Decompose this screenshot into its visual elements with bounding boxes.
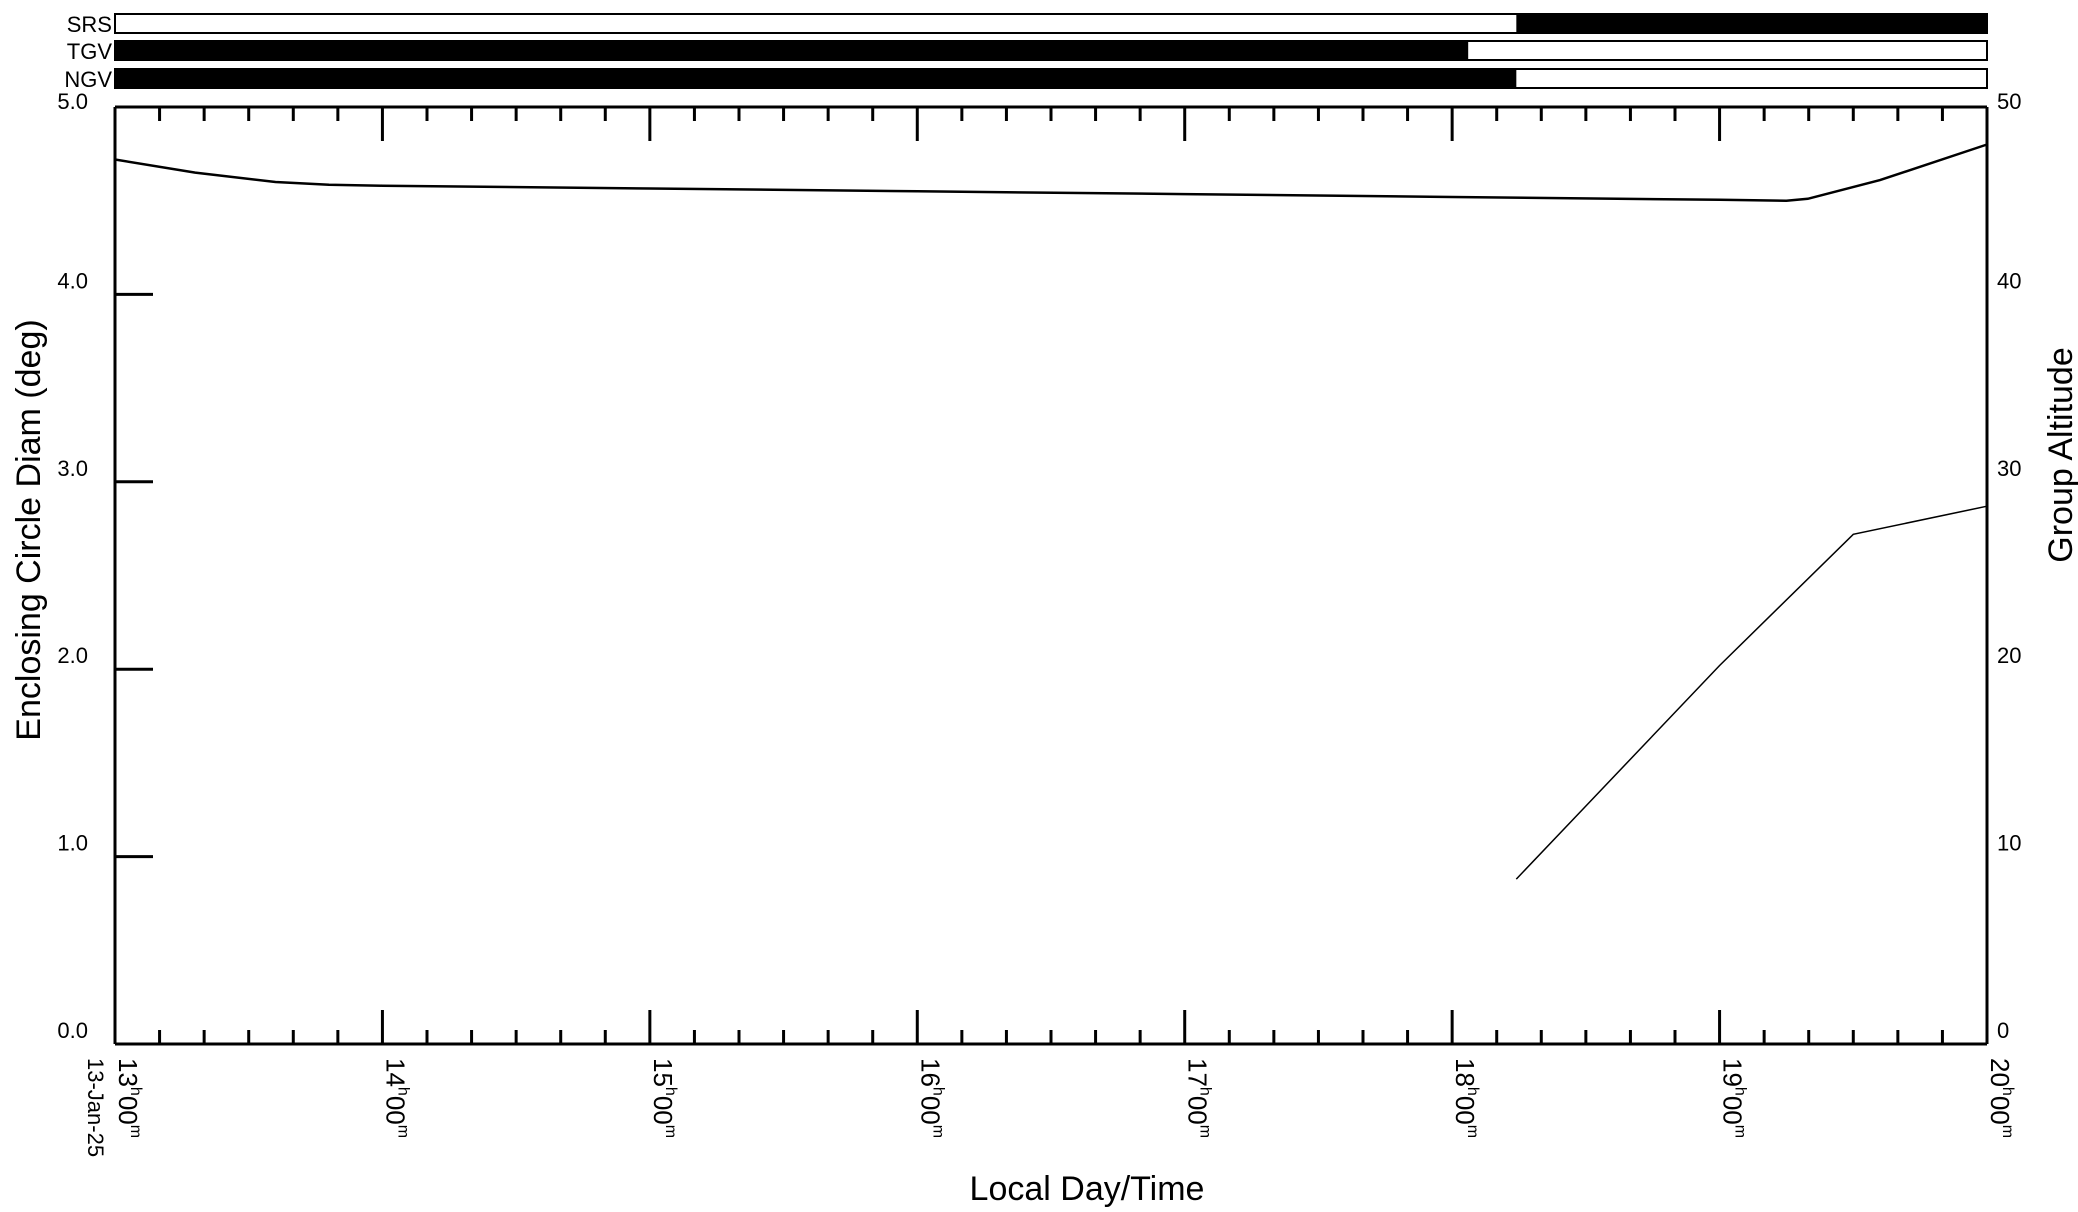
y-tick-label-left: 1.0 <box>57 831 88 856</box>
x-tick-hour: 20 <box>1985 1058 2015 1087</box>
x-tick-minute: 00 <box>1183 1096 1213 1125</box>
x-tick-label: 15h00m <box>648 1058 679 1138</box>
x-tick-hour-sup: h <box>394 1087 411 1096</box>
y-tick-label-left: 5.0 <box>57 89 88 114</box>
x-tick-minute: 00 <box>380 1096 410 1125</box>
x-tick-minute-sup: m <box>662 1125 679 1138</box>
axis-ticks <box>113 105 1989 1046</box>
x-tick-hour-sup: h <box>127 1087 144 1096</box>
x-tick-minute-sup: m <box>127 1125 144 1138</box>
y-tick-label-right: 50 <box>1997 89 2021 114</box>
x-tick-hour-sup: h <box>662 1087 679 1096</box>
date-label: 13-Jan-25 <box>83 1058 108 1157</box>
x-tick-label: 16h00m <box>915 1058 946 1138</box>
y-tick-label-right: 20 <box>1997 643 2021 668</box>
y-tick-labels-left: 0.0 1.0 2.0 3.0 4.0 5.0 <box>57 89 88 1043</box>
y-axis-label-right: Group Altitude <box>2042 347 2078 562</box>
x-tick-hour: 19 <box>1718 1058 1748 1087</box>
x-tick-label: 13h00m <box>113 1058 144 1138</box>
x-tick-hour-sup: h <box>929 1087 946 1096</box>
x-tick-hour-sup: h <box>1197 1087 1214 1096</box>
y-tick-label-right: 0 <box>1997 1018 2009 1043</box>
x-tick-minute: 00 <box>113 1096 143 1125</box>
x-tick-minute: 00 <box>1718 1096 1748 1125</box>
status-bar-fill-tgv <box>115 41 1469 60</box>
x-tick-hour-sup: h <box>1999 1087 2016 1096</box>
x-tick-hour-sup: h <box>1464 1087 1481 1096</box>
x-tick-minute: 00 <box>1450 1096 1480 1125</box>
y-tick-label-right: 40 <box>1997 268 2021 293</box>
status-bar-fill-ngv <box>115 69 1517 88</box>
x-tick-minute-sup: m <box>1464 1125 1481 1138</box>
y-tick-label-left: 3.0 <box>57 456 88 481</box>
x-tick-label: 20h00m <box>1985 1058 2016 1138</box>
x-tick-hour: 14 <box>380 1058 410 1087</box>
x-tick-minute-sup: m <box>394 1125 411 1138</box>
status-bar-label-srs: SRS <box>67 12 112 37</box>
x-tick-minute-sup: m <box>1197 1125 1214 1138</box>
status-bar-label-ngv: NGV <box>64 67 112 92</box>
x-axis-label: Local Day/Time <box>970 1170 1205 1208</box>
y-tick-label-left: 2.0 <box>57 643 88 668</box>
y-tick-label-right: 30 <box>1997 456 2021 481</box>
x-tick-hour: 13 <box>113 1058 143 1087</box>
x-tick-minute-sup: m <box>1732 1125 1749 1138</box>
y-tick-label-right: 10 <box>1997 831 2021 856</box>
y-tick-label-left: 0.0 <box>57 1018 88 1043</box>
x-tick-labels: 13h00m14h00m15h00m16h00m17h00m18h00m19h0… <box>113 1058 2016 1138</box>
group-altitude-line <box>1515 505 1988 880</box>
enclosing-circle-diam-line <box>114 143 1988 202</box>
y-axis-label-left: Enclosing Circle Diam (deg) <box>10 319 48 740</box>
x-tick-hour: 17 <box>1183 1058 1213 1087</box>
y-tick-label-left: 4.0 <box>57 268 88 293</box>
x-tick-hour: 15 <box>648 1058 678 1087</box>
x-tick-label: 14h00m <box>380 1058 411 1138</box>
y-tick-labels-right: 0 10 20 30 40 50 <box>1997 89 2021 1043</box>
x-tick-hour: 18 <box>1450 1058 1480 1087</box>
x-tick-minute-sup: m <box>1999 1125 2016 1138</box>
x-tick-label: 18h00m <box>1450 1058 1481 1138</box>
plot-frame <box>113 105 1989 1046</box>
status-bar-label-tgv: TGV <box>67 39 113 64</box>
x-tick-minute: 00 <box>915 1096 945 1125</box>
x-tick-label: 19h00m <box>1718 1058 1749 1138</box>
x-tick-minute-sup: m <box>929 1125 946 1138</box>
series-layer <box>114 143 1988 880</box>
x-tick-hour: 16 <box>915 1058 945 1087</box>
status-bar-fill-srs <box>1516 14 1987 33</box>
x-tick-minute: 00 <box>1985 1096 2015 1125</box>
x-tick-minute: 00 <box>648 1096 678 1125</box>
x-tick-label: 17h00m <box>1183 1058 1214 1138</box>
x-tick-hour-sup: h <box>1732 1087 1749 1096</box>
